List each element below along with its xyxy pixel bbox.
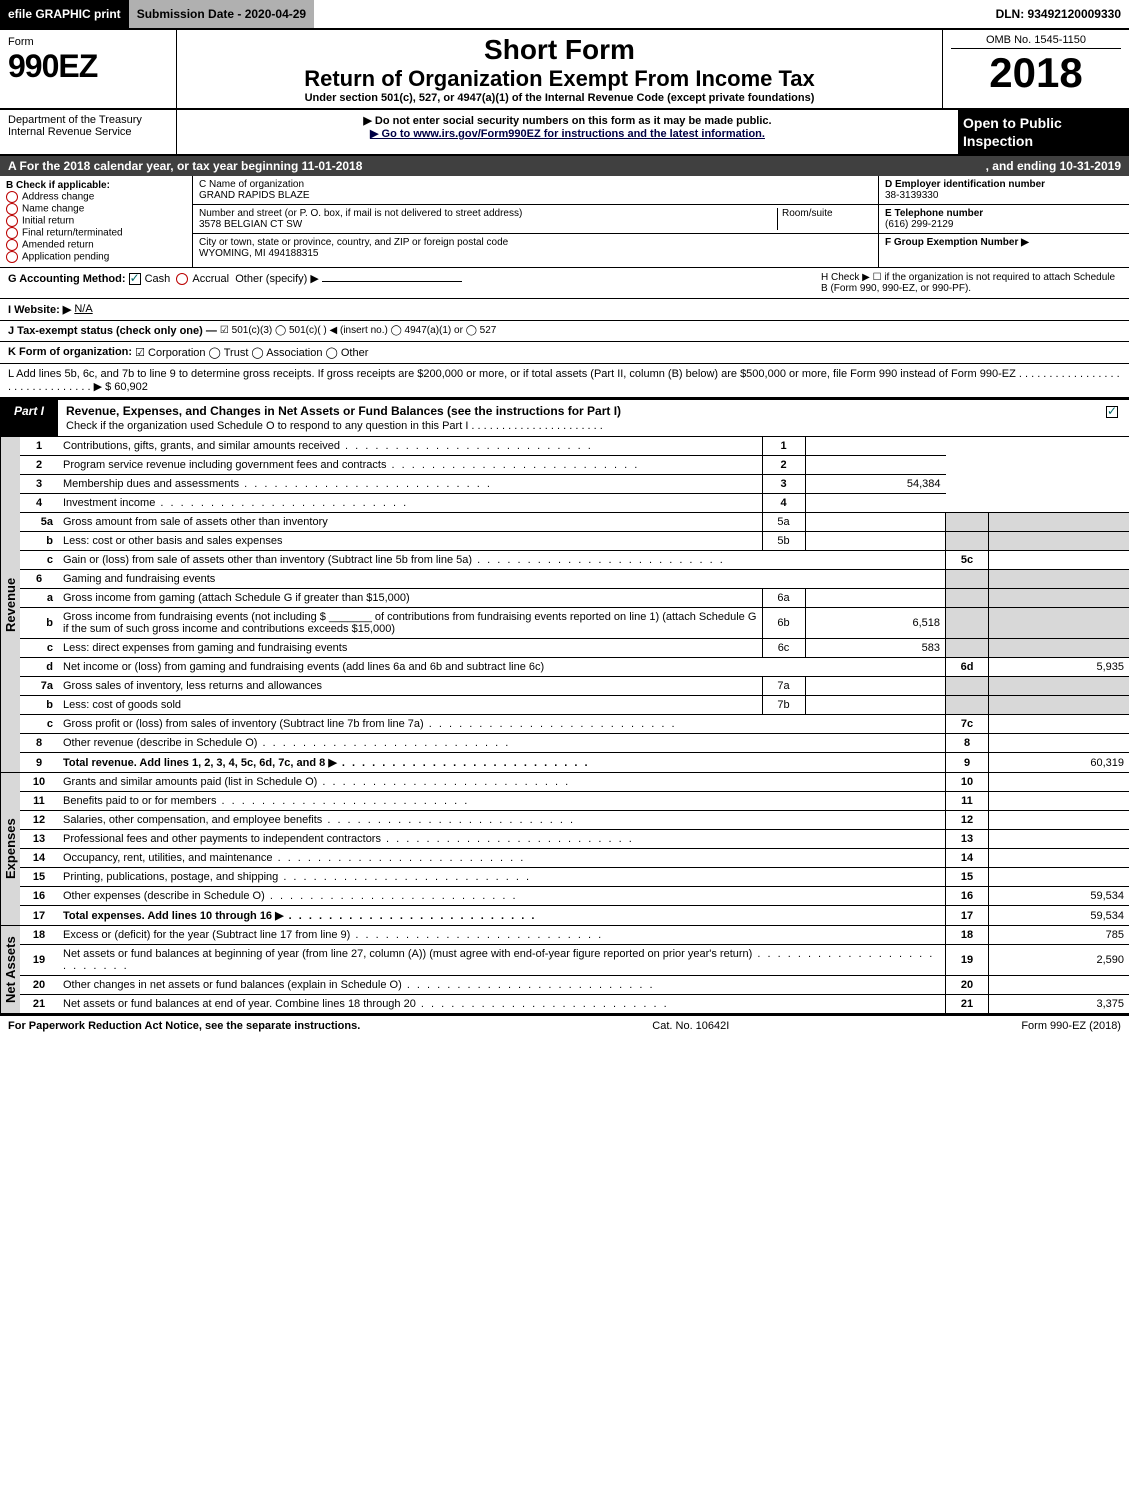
department: Department of the Treasury Internal Reve… bbox=[0, 110, 177, 154]
check-amended-return[interactable] bbox=[6, 239, 18, 251]
top-bar: efile GRAPHIC print Submission Date - 20… bbox=[0, 0, 1129, 30]
footer-center: Cat. No. 10642I bbox=[652, 1020, 729, 1032]
expenses-section: Expenses 10Grants and similar amounts pa… bbox=[0, 773, 1129, 926]
a-left: A For the 2018 calendar year, or tax yea… bbox=[8, 159, 362, 173]
check-address-change[interactable] bbox=[6, 191, 18, 203]
e-phone-label: E Telephone number bbox=[885, 208, 1123, 219]
j-label: J Tax-exempt status (check only one) — bbox=[8, 325, 217, 337]
expenses-table: 10Grants and similar amounts paid (list … bbox=[20, 773, 1129, 925]
part1-schedule-o-check[interactable] bbox=[1106, 406, 1118, 418]
d-ein-label: D Employer identification number bbox=[885, 179, 1123, 190]
revenue-table: 1Contributions, gifts, grants, and simil… bbox=[20, 437, 1129, 772]
g-h-row: G Accounting Method: Cash Accrual Other … bbox=[0, 268, 1129, 299]
i-website-row: I Website: ▶ N/A bbox=[0, 299, 1129, 321]
i-label: I Website: ▶ bbox=[8, 303, 71, 316]
g-cash-check[interactable] bbox=[129, 273, 141, 285]
room-suite-label: Room/suite bbox=[777, 208, 872, 230]
form-word: Form bbox=[8, 36, 168, 48]
k-label: K Form of organization: bbox=[8, 346, 132, 358]
h-schedule-b: H Check ▶ ☐ if the organization is not r… bbox=[813, 272, 1121, 294]
b-heading: B Check if applicable: bbox=[6, 180, 186, 191]
part1-header: Part I Revenue, Expenses, and Changes in… bbox=[0, 398, 1129, 437]
open-to-public: Open to Public Inspection bbox=[959, 110, 1129, 154]
part1-title: Revenue, Expenses, and Changes in Net As… bbox=[66, 404, 621, 418]
entity-block: B Check if applicable: Address change Na… bbox=[0, 176, 1129, 268]
i-website-value: N/A bbox=[74, 303, 92, 315]
dept-row: Department of the Treasury Internal Reve… bbox=[0, 110, 1129, 156]
a-tax-year-row: A For the 2018 calendar year, or tax yea… bbox=[0, 156, 1129, 176]
c-name-label: C Name of organization bbox=[199, 179, 872, 190]
efile-text: efile GRAPHIC print bbox=[8, 7, 121, 21]
c-street-label: Number and street (or P. O. box, if mail… bbox=[199, 208, 777, 219]
footer-right: Form 990-EZ (2018) bbox=[1021, 1020, 1121, 1032]
f-group-label: F Group Exemption Number ▶ bbox=[885, 237, 1123, 248]
form-header: Form 990EZ Short Form Return of Organiza… bbox=[0, 30, 1129, 110]
netassets-section: Net Assets 18Excess or (deficit) for the… bbox=[0, 926, 1129, 1014]
submission-date: Submission Date - 2020-04-29 bbox=[129, 0, 314, 28]
g-label: G Accounting Method: bbox=[8, 273, 126, 285]
l-text: L Add lines 5b, 6c, and 7b to line 9 to … bbox=[8, 368, 1121, 393]
dln: DLN: 93492120009330 bbox=[988, 0, 1129, 28]
c-city-label: City or town, state or province, country… bbox=[199, 237, 872, 248]
d-ein-value: 38-3139330 bbox=[885, 190, 1123, 201]
b-check-column: B Check if applicable: Address change Na… bbox=[0, 176, 193, 267]
part1-label: Part I bbox=[0, 400, 58, 436]
k-form-org-row: K Form of organization: ☑ Corporation ◯ … bbox=[0, 342, 1129, 364]
e-phone-value: (616) 299-2129 bbox=[885, 219, 1123, 230]
return-title: Return of Organization Exempt From Incom… bbox=[185, 66, 934, 92]
netassets-vlabel: Net Assets bbox=[0, 926, 20, 1013]
tax-year: 2018 bbox=[951, 49, 1121, 97]
dln-text: DLN: 93492120009330 bbox=[996, 7, 1121, 21]
page-footer: For Paperwork Reduction Act Notice, see … bbox=[0, 1014, 1129, 1036]
instructions-link[interactable]: ▶ Go to www.irs.gov/Form990EZ for instru… bbox=[370, 128, 765, 140]
c-street: 3578 BELGIAN CT SW bbox=[199, 219, 777, 230]
l-gross-receipts-row: L Add lines 5b, 6c, and 7b to line 9 to … bbox=[0, 364, 1129, 398]
submission-date-text: Submission Date - 2020-04-29 bbox=[137, 7, 306, 21]
omb-number: OMB No. 1545-1150 bbox=[951, 34, 1121, 49]
c-city: WYOMING, MI 494188315 bbox=[199, 248, 872, 259]
form-number: 990EZ bbox=[8, 48, 168, 85]
j-tax-exempt-row: J Tax-exempt status (check only one) — ☑… bbox=[0, 321, 1129, 342]
check-name-change[interactable] bbox=[6, 203, 18, 215]
check-initial-return[interactable] bbox=[6, 215, 18, 227]
efile-label: efile GRAPHIC print bbox=[0, 0, 129, 28]
footer-left: For Paperwork Reduction Act Notice, see … bbox=[8, 1020, 360, 1032]
warning-ssn: ▶ Do not enter social security numbers o… bbox=[181, 114, 954, 127]
g-accrual-check[interactable] bbox=[176, 273, 188, 285]
expenses-vlabel: Expenses bbox=[0, 773, 20, 925]
part1-subtitle: Check if the organization used Schedule … bbox=[66, 420, 603, 432]
under-section: Under section 501(c), 527, or 4947(a)(1)… bbox=[185, 92, 934, 104]
revenue-section: Revenue 1Contributions, gifts, grants, a… bbox=[0, 437, 1129, 773]
j-options: ☑ 501(c)(3) ◯ 501(c)( ) ◀ (insert no.) ◯… bbox=[220, 325, 496, 336]
a-right: , and ending 10-31-2019 bbox=[986, 159, 1121, 173]
short-form-title: Short Form bbox=[185, 34, 934, 66]
c-org-name: GRAND RAPIDS BLAZE bbox=[199, 190, 872, 201]
check-application-pending[interactable] bbox=[6, 251, 18, 263]
revenue-vlabel: Revenue bbox=[0, 437, 20, 772]
netassets-table: 18Excess or (deficit) for the year (Subt… bbox=[20, 926, 1129, 1013]
check-final-return[interactable] bbox=[6, 227, 18, 239]
k-options: ☑ Corporation ◯ Trust ◯ Association ◯ Ot… bbox=[135, 346, 368, 359]
